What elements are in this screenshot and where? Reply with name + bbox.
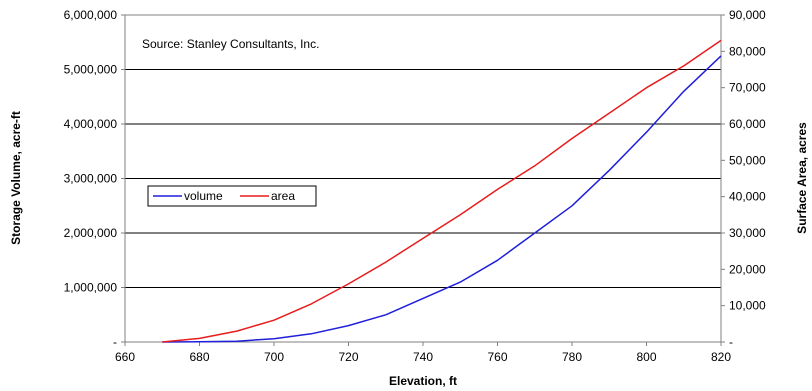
x-tick-label: 780	[562, 350, 582, 364]
right-tick-label: 30,000	[729, 226, 766, 240]
x-tick-label: 740	[413, 350, 433, 364]
x-tick-label: 760	[487, 350, 507, 364]
x-tick-label: 660	[115, 350, 135, 364]
series-group	[162, 39, 722, 343]
x-tick-label: 820	[711, 350, 731, 364]
right-tick-label: 20,000	[729, 262, 766, 276]
right-tick-label: 40,000	[729, 190, 766, 204]
right-tick-label: 90,000	[729, 8, 766, 22]
x-tick-label: 700	[264, 350, 284, 364]
y2-axis-title: Surface Area, acres	[795, 122, 809, 234]
left-tick-label: 6,000,000	[64, 8, 118, 22]
x-tick-label: 720	[338, 350, 358, 364]
x-axis-title: Elevation, ft	[389, 374, 457, 388]
y-axis-title: Storage Volume, acre-ft	[9, 111, 23, 245]
series-line-volume	[162, 55, 722, 343]
legend-label-volume: volume	[184, 189, 223, 203]
left-tick-label: 4,000,000	[64, 117, 118, 131]
legend-box	[147, 185, 317, 207]
source-annotation: Source: Stanley Consultants, Inc.	[142, 37, 319, 51]
gridlines	[125, 69, 721, 288]
right-tick-label: 60,000	[729, 117, 766, 131]
x-axis-ticks: 660 680 700 720 740 760 780 800 820	[115, 342, 731, 364]
x-tick-label: 800	[636, 350, 656, 364]
left-axis-ticks: - 1,000,000 2,000,000 3,000,000 4,000,000 5,0…	[64, 8, 125, 349]
legend: volume area	[147, 185, 317, 207]
right-axis-ticks: - 10,000 20,000 30,000 40,000 50,000 60,000 70,…	[721, 8, 766, 349]
right-tick-label: -	[729, 335, 733, 349]
right-tick-label: 70,000	[729, 81, 766, 95]
x-tick-label: 680	[189, 350, 209, 364]
left-tick-label: 5,000,000	[64, 63, 118, 77]
left-tick-label: 3,000,000	[64, 172, 118, 186]
right-tick-label: 10,000	[729, 299, 766, 313]
right-tick-label: 80,000	[729, 44, 766, 58]
left-tick-label: 2,000,000	[64, 226, 118, 240]
right-tick-label: 50,000	[729, 153, 766, 167]
left-tick-label: 1,000,000	[64, 281, 118, 295]
series-line-area	[162, 39, 722, 343]
legend-label-area: area	[271, 189, 295, 203]
left-tick-label: -	[113, 335, 117, 349]
